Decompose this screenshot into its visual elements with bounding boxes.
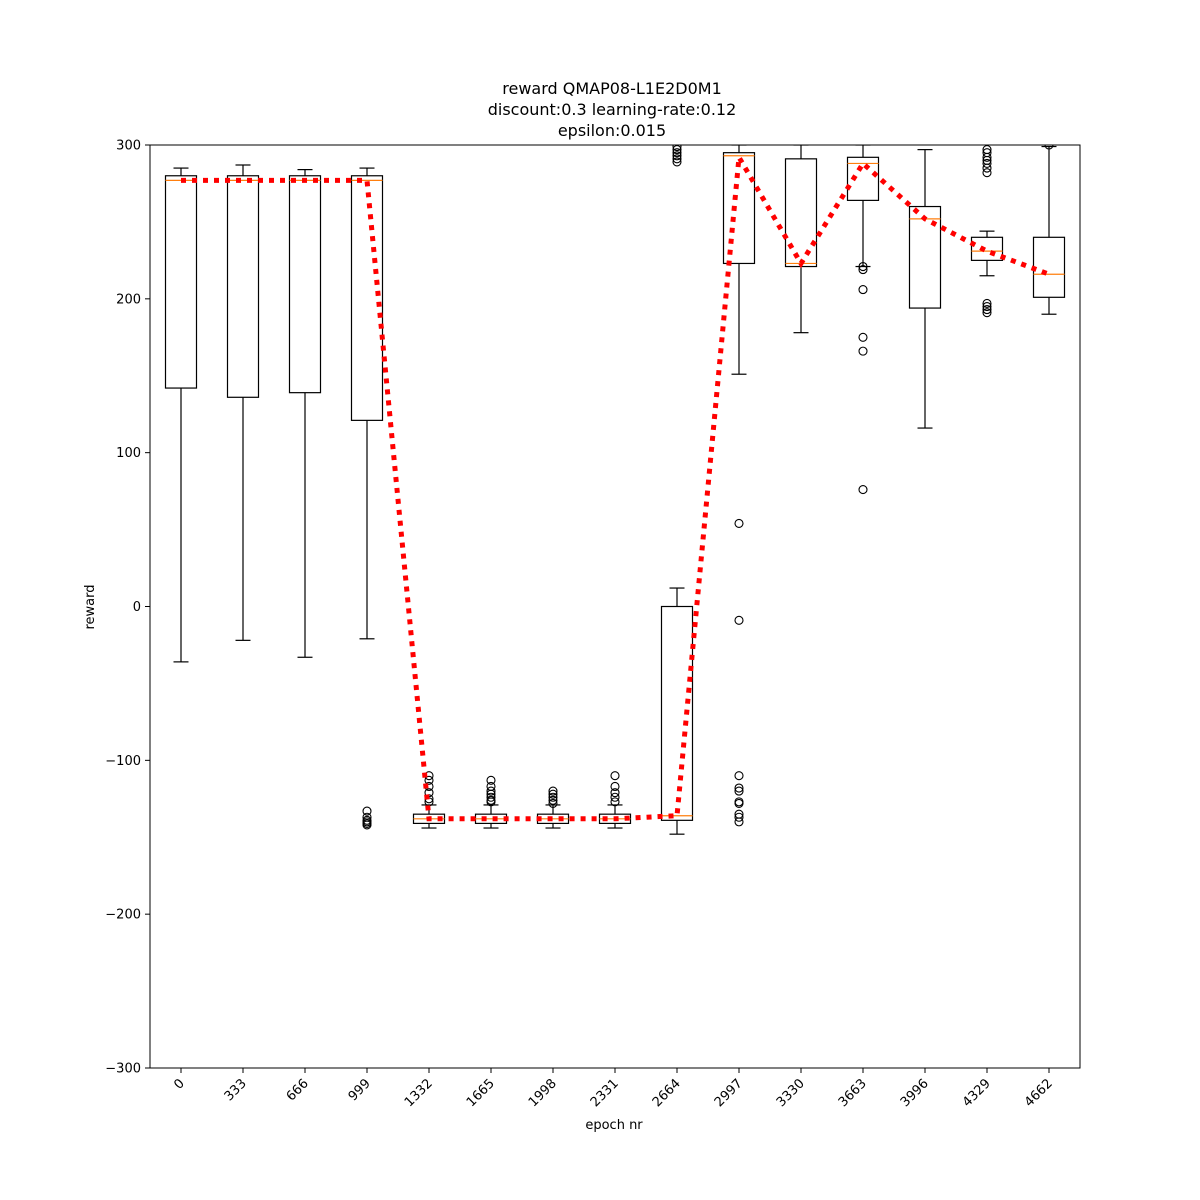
outlier-point — [610, 771, 620, 781]
outlier-point — [548, 795, 558, 805]
chart-title-line-3: epsilon:0.015 — [558, 121, 666, 140]
outlier-point — [672, 145, 682, 155]
y-tick-label: −100 — [105, 754, 141, 769]
outlier-point — [610, 781, 620, 792]
outlier-point — [486, 797, 496, 807]
box-iqr — [970, 236, 1004, 261]
box-group-2664 — [660, 145, 694, 835]
outlier-point — [982, 145, 992, 155]
mean-line — [181, 149, 1050, 822]
outlier-point — [486, 792, 496, 802]
y-tick-label: 200 — [116, 292, 141, 307]
outlier-point — [858, 485, 868, 495]
outlier-point — [858, 346, 868, 356]
box-group-3663 — [846, 145, 880, 495]
outlier-point — [982, 168, 992, 178]
outlier-point — [672, 145, 682, 152]
outlier-point — [734, 771, 744, 781]
outlier-point — [362, 820, 372, 830]
outlier-point — [548, 798, 558, 808]
outlier-point — [982, 301, 992, 312]
outlier-point — [734, 783, 744, 793]
y-axis-label: reward — [83, 584, 98, 629]
y-tick-label: 300 — [116, 139, 141, 154]
y-tick-label: −200 — [105, 908, 141, 923]
box-iqr — [288, 175, 322, 394]
box-group-333 — [226, 164, 260, 641]
box-iqr — [164, 175, 198, 389]
outlier-point — [982, 148, 992, 158]
x-axis-label: epoch nr — [585, 1118, 643, 1133]
chart-title-line-2: discount:0.3 learning-rate:0.12 — [488, 100, 737, 119]
box-iqr — [908, 205, 942, 309]
outlier-point — [982, 308, 992, 318]
outlier-point — [734, 798, 744, 808]
mean-layer — [181, 149, 1050, 822]
outlier-point — [858, 265, 868, 275]
outlier-point — [858, 285, 868, 295]
outlier-point — [982, 298, 992, 308]
outlier-point — [734, 812, 744, 822]
outlier-point — [858, 332, 868, 342]
box-group-999 — [350, 167, 384, 830]
outlier-point — [486, 786, 496, 796]
box-iqr — [722, 152, 756, 265]
plot-area — [164, 145, 1066, 835]
outlier-point — [734, 615, 744, 625]
outlier-point — [672, 157, 682, 167]
outlier-point — [734, 518, 744, 528]
box-group-0 — [164, 167, 198, 663]
y-tick-label: −300 — [105, 1062, 141, 1077]
outlier-point — [858, 261, 868, 272]
outlier-point — [486, 775, 496, 785]
outlier-point — [982, 305, 992, 315]
outlier-point — [424, 775, 434, 785]
outlier-point — [362, 806, 372, 816]
outlier-point — [610, 797, 620, 807]
box-iqr — [226, 175, 260, 398]
outlier-point — [548, 786, 558, 796]
y-tick-label: 100 — [116, 446, 141, 461]
outlier-point — [610, 792, 620, 802]
outlier-point — [734, 786, 744, 796]
y-tick-label: 0 — [133, 600, 141, 615]
outlier-point — [672, 148, 682, 158]
chart-title-line-1: reward QMAP08-L1E2D0M1 — [502, 79, 722, 98]
box-iqr — [846, 156, 880, 201]
outlier-point — [610, 788, 620, 798]
outlier-point — [1044, 145, 1054, 150]
outlier-point — [734, 817, 744, 827]
box-group-1665 — [474, 775, 508, 829]
outlier-point — [672, 154, 682, 164]
box-iqr — [350, 175, 384, 421]
box-group-2331 — [598, 771, 632, 829]
box-iqr — [660, 605, 694, 821]
y-axis: −300 −200 −100 0 100 200 300 — [105, 139, 150, 1077]
box-group-4329 — [970, 145, 1004, 318]
outlier-point — [548, 789, 558, 799]
outlier-point — [672, 151, 682, 161]
outlier-point — [548, 792, 558, 802]
outlier-point — [982, 158, 992, 169]
box-group-2997 — [722, 145, 756, 827]
